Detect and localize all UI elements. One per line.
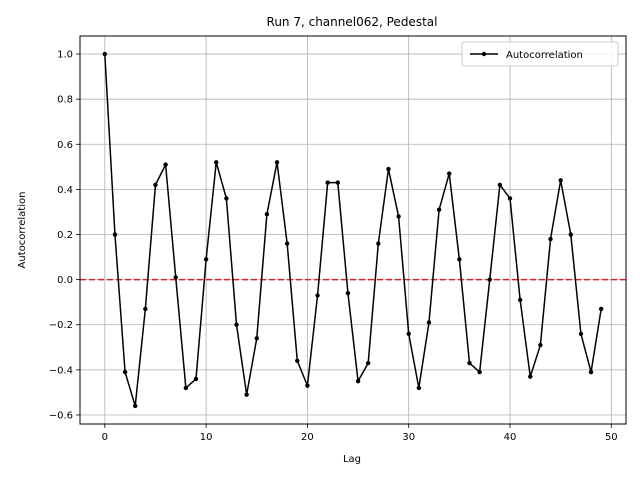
x-tick-label: 40 [504,432,517,443]
y-tick-label: −0.2 [49,320,73,331]
y-axis-label: Autocorrelation [17,192,28,269]
data-point [102,51,108,57]
data-point [558,178,563,183]
chart-title: Run 7, channel062, Pedestal [267,15,438,29]
data-point [365,360,371,366]
data-point [507,196,513,201]
data-point [487,277,492,282]
legend-marker [481,51,487,57]
data-point [274,160,280,165]
data-point [112,232,118,237]
data-point [426,320,432,325]
data-point [376,241,381,246]
data-point [436,207,442,212]
data-point [193,376,199,382]
x-tick-label: 30 [402,432,415,443]
data-point [234,322,239,327]
data-point [467,360,472,366]
data-point [416,385,422,391]
x-tick-label: 50 [605,432,618,443]
data-point [345,290,351,296]
y-axis: −0.6 −0.4 −0.2 0.0 0.2 0.4 0.6 0.8 1.0 [49,50,80,421]
data-point [386,166,391,172]
data-point [538,342,543,348]
data-point [203,257,209,262]
y-tick-label: 0.4 [57,185,73,196]
data-point [457,257,462,262]
grid [80,36,626,424]
data-point [477,369,482,375]
y-tick-label: 1.0 [57,50,73,61]
y-tick-label: 0.2 [57,230,73,241]
data-point [122,369,128,375]
data-point [244,392,249,397]
data-point [284,241,290,246]
data-point [264,212,270,217]
x-tick-label: 10 [200,432,213,443]
data-point [578,331,584,336]
data-point [517,297,523,303]
plot-frame [79,35,627,425]
y-tick-label: 0.6 [57,140,73,151]
data-point [305,383,310,388]
data-point [548,236,553,242]
y-tick-label: −0.6 [49,410,73,421]
x-axis: 0 10 20 30 40 50 [102,424,618,443]
data-point [325,180,330,185]
y-tick-label: 0.8 [57,95,73,106]
series-group [102,51,604,409]
data-point [447,171,452,176]
data-point [153,182,158,188]
x-axis-label: Lag [343,454,361,465]
legend: Autocorrelation [461,41,619,67]
data-point [598,306,604,312]
data-point [214,160,219,165]
x-tick-label: 0 [102,432,108,443]
series-line [104,54,602,407]
data-point [224,196,229,201]
data-point [406,331,411,336]
data-point [335,180,341,185]
data-point [133,403,138,409]
data-point [173,275,178,280]
data-point [254,336,259,341]
data-point [568,232,573,237]
data-point [396,214,401,219]
y-tick-label: 0.0 [57,275,73,286]
data-point [355,378,361,384]
data-point [163,162,168,167]
legend-label: Autocorrelation [506,50,583,61]
legend-box [461,41,619,67]
y-tick-label: −0.4 [49,365,73,376]
x-tick-label: 20 [301,432,314,443]
data-point [497,182,503,188]
data-point [528,374,533,379]
data-point [315,293,320,298]
data-point [143,306,148,312]
data-point [183,385,189,391]
data-point [295,358,300,364]
data-point [588,369,594,375]
